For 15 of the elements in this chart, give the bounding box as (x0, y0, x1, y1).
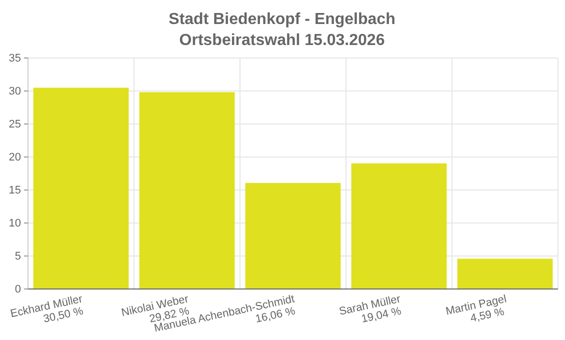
bar (33, 88, 129, 289)
chart-subtitle: Ortsbeiratswahl 15.03.2026 (179, 32, 385, 49)
y-tick-label: 0 (14, 284, 21, 296)
y-tick-label: 25 (8, 118, 21, 131)
y-tick-label: 10 (8, 218, 21, 230)
chart-title: Stadt Biedenkopf - Engelbach (168, 11, 396, 28)
y-tick-label: 15 (8, 184, 21, 197)
bar (245, 183, 341, 289)
bar (139, 92, 235, 289)
y-tick-label: 35 (8, 52, 21, 65)
y-tick-label: 5 (14, 250, 21, 263)
bar (457, 258, 553, 289)
y-tick-label: 20 (8, 152, 21, 164)
y-tick-label: 30 (8, 86, 21, 98)
bar (351, 163, 447, 289)
